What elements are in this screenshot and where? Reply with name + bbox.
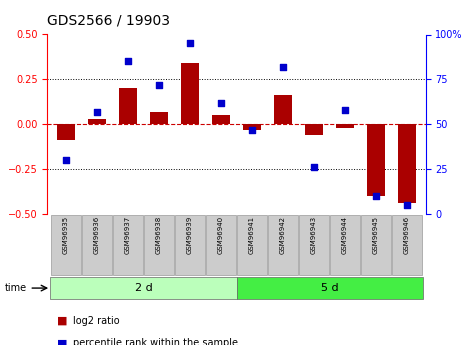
Bar: [398, 124, 416, 203]
FancyBboxPatch shape: [51, 277, 236, 299]
FancyBboxPatch shape: [82, 215, 112, 275]
Text: 2 d: 2 d: [135, 283, 152, 293]
Bar: [212, 115, 230, 124]
Text: percentile rank within the sample: percentile rank within the sample: [73, 338, 238, 345]
Text: GSM96942: GSM96942: [280, 216, 286, 254]
Point: [186, 41, 194, 46]
Text: GSM96939: GSM96939: [187, 216, 193, 254]
FancyBboxPatch shape: [330, 215, 360, 275]
FancyBboxPatch shape: [392, 215, 422, 275]
FancyBboxPatch shape: [113, 215, 143, 275]
Bar: [336, 124, 354, 128]
Bar: [181, 63, 199, 124]
FancyBboxPatch shape: [237, 215, 267, 275]
Text: GSM96938: GSM96938: [156, 216, 162, 254]
Bar: [88, 119, 106, 124]
Bar: [274, 96, 292, 124]
Bar: [149, 112, 168, 124]
Point: [248, 127, 256, 132]
Text: GSM96944: GSM96944: [342, 216, 348, 254]
FancyBboxPatch shape: [144, 215, 174, 275]
FancyBboxPatch shape: [268, 215, 298, 275]
FancyBboxPatch shape: [51, 215, 81, 275]
Text: GDS2566 / 19903: GDS2566 / 19903: [47, 13, 170, 28]
Bar: [119, 88, 137, 124]
Text: GSM96943: GSM96943: [311, 216, 317, 254]
Point: [217, 100, 225, 106]
Text: GSM96937: GSM96937: [125, 216, 131, 254]
Text: GSM96946: GSM96946: [404, 216, 410, 254]
FancyBboxPatch shape: [175, 215, 205, 275]
Bar: [243, 124, 261, 130]
Point: [279, 64, 287, 70]
Bar: [367, 124, 385, 196]
Text: GSM96935: GSM96935: [63, 216, 69, 254]
Text: GSM96941: GSM96941: [249, 216, 255, 254]
FancyBboxPatch shape: [361, 215, 391, 275]
Point: [403, 202, 411, 208]
Text: ■: ■: [57, 316, 67, 326]
Point: [310, 165, 318, 170]
Bar: [57, 124, 75, 140]
FancyBboxPatch shape: [236, 277, 422, 299]
Text: ■: ■: [57, 338, 67, 345]
Point: [93, 109, 101, 115]
Text: 5 d: 5 d: [321, 283, 338, 293]
Text: GSM96936: GSM96936: [94, 216, 100, 254]
Bar: [305, 124, 324, 135]
Point: [62, 157, 70, 163]
Point: [342, 107, 349, 112]
Text: time: time: [5, 283, 27, 293]
Text: GSM96945: GSM96945: [373, 216, 379, 254]
Point: [372, 193, 380, 199]
Text: log2 ratio: log2 ratio: [73, 316, 120, 326]
Text: GSM96940: GSM96940: [218, 216, 224, 254]
FancyBboxPatch shape: [206, 215, 236, 275]
Point: [124, 59, 131, 64]
Point: [155, 82, 163, 88]
FancyBboxPatch shape: [299, 215, 329, 275]
